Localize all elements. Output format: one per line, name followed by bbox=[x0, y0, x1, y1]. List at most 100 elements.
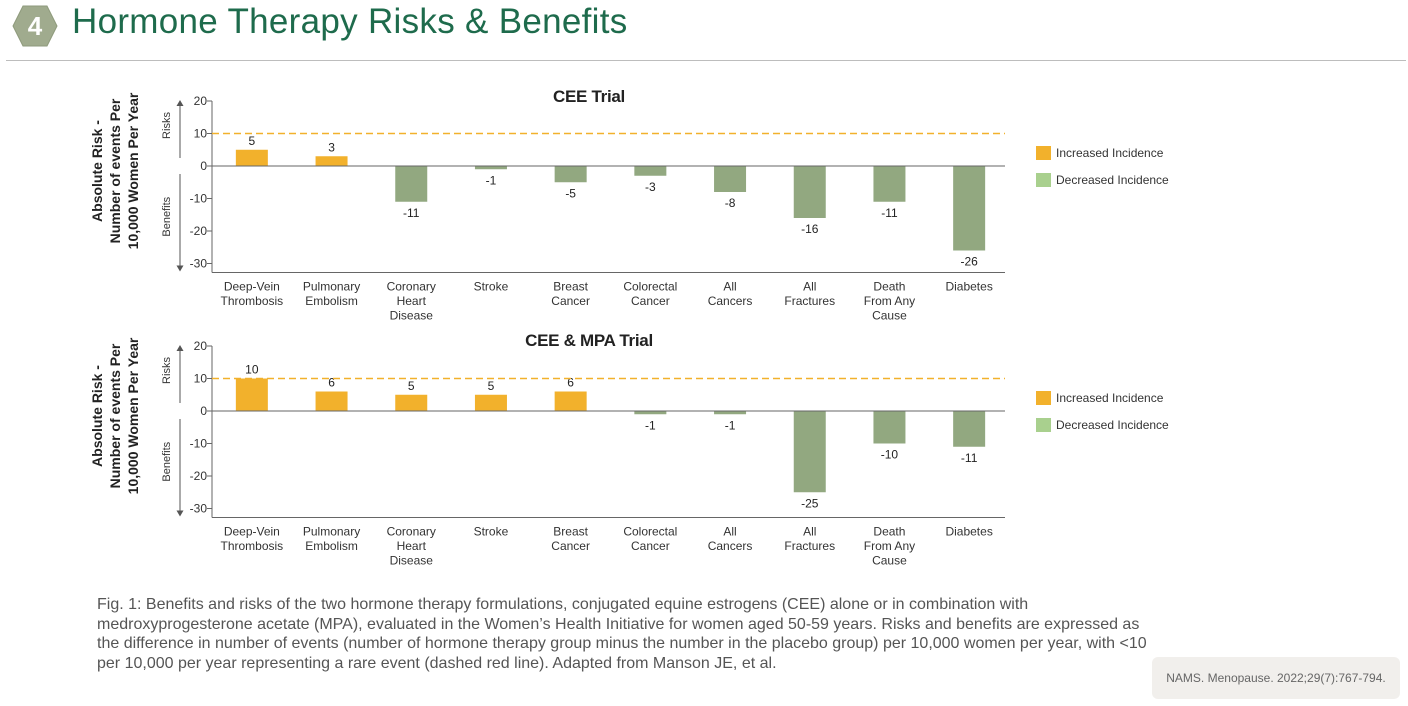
y-tick-label: 10 bbox=[194, 127, 208, 141]
bar-value-label: -11 bbox=[961, 451, 978, 465]
bar-stroke bbox=[474, 394, 507, 411]
bar-deep-vein-thrombosis bbox=[235, 378, 268, 411]
x-category-line: Death bbox=[873, 280, 905, 294]
y-tick-label: 0 bbox=[200, 159, 207, 173]
x-category-line: All bbox=[723, 525, 736, 539]
x-category-line: Fractures bbox=[784, 294, 835, 308]
x-category-line: All bbox=[723, 280, 736, 294]
figure-caption: Fig. 1: Benefits and risks of the two ho… bbox=[97, 596, 1147, 672]
x-category-label: Stroke bbox=[474, 525, 509, 539]
x-category-line: Colorectal bbox=[623, 280, 677, 294]
bar-value-label: 5 bbox=[488, 379, 495, 393]
bar-value-label: -26 bbox=[960, 255, 978, 269]
x-category-line: All bbox=[803, 280, 816, 294]
bar-value-label: -5 bbox=[565, 186, 576, 200]
x-category-line: Cancer bbox=[631, 294, 670, 308]
cee-mpa-trial-chart: CEE & MPA Trial Absolute Risk - Number of … bbox=[0, 325, 1408, 565]
x-category-line: Cause bbox=[872, 554, 907, 566]
bar-deep-vein-thrombosis bbox=[235, 149, 268, 166]
x-category-line: Breast bbox=[553, 525, 588, 539]
bar-pulmonary-embolism bbox=[315, 156, 348, 166]
x-category-line: Stroke bbox=[474, 525, 509, 539]
x-category-line: Fractures bbox=[784, 539, 835, 553]
y-axis-label-line: Absolute Risk - bbox=[89, 365, 105, 467]
bar-value-label: -8 bbox=[725, 196, 736, 210]
bar-diabetes bbox=[953, 166, 986, 251]
x-category-label: All Fractures bbox=[784, 280, 835, 309]
x-category-line: Cancers bbox=[708, 539, 753, 553]
bar-value-label: -10 bbox=[881, 448, 899, 462]
y-tick-label: -10 bbox=[190, 437, 208, 451]
x-category-line: Cause bbox=[872, 309, 907, 321]
x-category-line: Death bbox=[873, 525, 905, 539]
title-divider bbox=[6, 60, 1406, 61]
x-category-label: Pulmonary Embolism bbox=[303, 525, 360, 554]
bar-all-fractures bbox=[793, 166, 826, 218]
page-title: Hormone Therapy Risks & Benefits bbox=[72, 2, 628, 41]
x-category-line: Heart bbox=[397, 539, 427, 553]
y-tick-label: 20 bbox=[194, 94, 208, 108]
y-axis-label-line: 10,000 Women Per Year bbox=[125, 337, 141, 494]
x-category-label: Stroke bbox=[474, 280, 509, 294]
x-category-label: Coronary Heart Disease bbox=[387, 280, 436, 321]
x-category-line: Diabetes bbox=[945, 280, 992, 294]
x-category-label: Breast Cancer bbox=[551, 525, 590, 554]
bar-diabetes bbox=[953, 411, 986, 447]
x-category-label: Diabetes bbox=[945, 280, 992, 294]
x-category-line: Colorectal bbox=[623, 525, 677, 539]
x-category-line: Embolism bbox=[305, 539, 358, 553]
x-category-line: Breast bbox=[553, 280, 588, 294]
section-number-badge: 4 bbox=[12, 5, 58, 47]
y-axis-label-line: 10,000 Women Per Year bbox=[125, 92, 141, 249]
bar-value-label: -1 bbox=[725, 418, 736, 432]
hexagon-shape bbox=[12, 5, 58, 47]
x-category-label: Breast Cancer bbox=[551, 280, 590, 309]
bar-value-label: -11 bbox=[403, 206, 420, 220]
y-tick-label: 10 bbox=[194, 372, 208, 386]
y-tick-label: -10 bbox=[190, 192, 208, 206]
benefits-label: Benefits bbox=[161, 441, 173, 481]
x-category-label: Coronary Heart Disease bbox=[387, 525, 436, 566]
x-category-label: All Cancers bbox=[708, 280, 753, 309]
x-category-line: Stroke bbox=[474, 280, 509, 294]
y-tick-label: -30 bbox=[190, 502, 208, 516]
legend-decreased-swatch bbox=[1036, 173, 1051, 187]
y-axis-label: Absolute Risk - Number of events Per 10,00… bbox=[89, 337, 141, 494]
badge-number: 4 bbox=[28, 11, 43, 41]
legend-increased-label: Increased Incidence bbox=[1056, 146, 1164, 160]
y-tick-label: 0 bbox=[200, 404, 207, 418]
bar-colorectal-cancer bbox=[634, 166, 667, 176]
risks-label: Risks bbox=[161, 112, 173, 139]
bar-value-label: 6 bbox=[567, 376, 574, 390]
x-category-line: From Any bbox=[864, 294, 915, 308]
x-category-line: Coronary bbox=[387, 280, 436, 294]
y-tick-label: -20 bbox=[190, 469, 208, 483]
bar-stroke bbox=[474, 166, 507, 170]
benefits-label: Benefits bbox=[161, 196, 173, 236]
x-category-line: Thrombosis bbox=[221, 539, 284, 553]
x-category-label: Colorectal Cancer bbox=[623, 525, 677, 554]
x-category-line: Pulmonary bbox=[303, 525, 360, 539]
legend-increased-swatch bbox=[1036, 146, 1051, 160]
bar-value-label: -25 bbox=[801, 496, 819, 510]
x-category-line: Deep-Vein bbox=[224, 280, 280, 294]
x-category-line: Cancer bbox=[551, 539, 590, 553]
x-category-label: Pulmonary Embolism bbox=[303, 280, 360, 309]
risks-label: Risks bbox=[161, 357, 173, 384]
x-category-line: From Any bbox=[864, 539, 915, 553]
x-category-label: Deep-Vein Thrombosis bbox=[221, 525, 284, 554]
x-category-label: All Fractures bbox=[784, 525, 835, 554]
chart-svg: CEE Trial Absolute Risk - Number of events… bbox=[89, 87, 1169, 321]
x-category-line: Cancer bbox=[631, 539, 670, 553]
cee-trial-chart: CEE Trial Absolute Risk - Number of events… bbox=[0, 80, 1408, 320]
x-category-label: All Cancers bbox=[708, 525, 753, 554]
chart-title: CEE & MPA Trial bbox=[525, 331, 653, 350]
bar-all-cancers bbox=[714, 166, 747, 192]
bar-death-from-any-cause bbox=[873, 166, 906, 202]
bar-value-label: 6 bbox=[328, 376, 335, 390]
x-category-label: Death From Any Cause bbox=[864, 280, 915, 321]
x-category-line: Pulmonary bbox=[303, 280, 360, 294]
bar-value-label: -3 bbox=[645, 180, 656, 194]
x-category-line: All bbox=[803, 525, 816, 539]
benefits-arrowhead bbox=[176, 265, 184, 272]
